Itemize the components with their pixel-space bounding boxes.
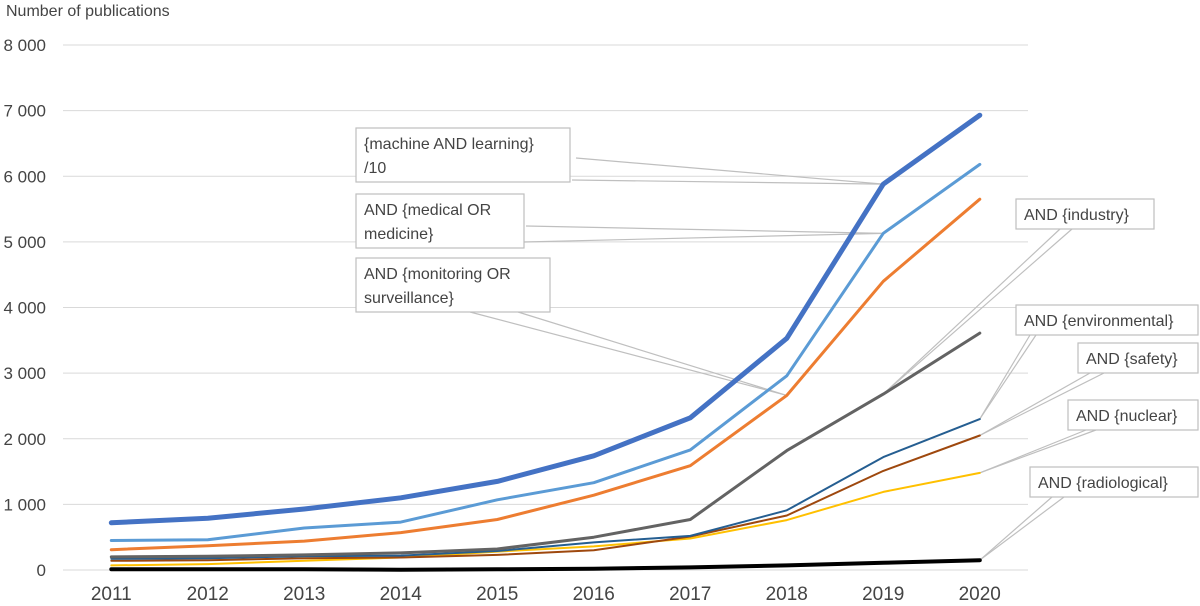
callout-leaders	[469, 157, 1105, 561]
x-tick-label: 2018	[766, 584, 808, 605]
series-line-2	[109, 197, 982, 552]
callout-text: {machine AND learning}	[364, 136, 535, 153]
callout-text: /10	[364, 160, 386, 177]
callout-leader	[979, 496, 1065, 561]
callout-leader	[979, 372, 1091, 436]
callout-leader	[979, 496, 1053, 561]
series-label-1: AND {medical OR medicine}	[355, 193, 525, 249]
y-tick-label: 5 000	[3, 233, 46, 252]
y-tick-label: 2 000	[3, 430, 46, 449]
callout-box	[1015, 304, 1199, 336]
series-label-6: AND {nuclear}	[1067, 399, 1199, 431]
x-tick-label: 2016	[573, 584, 615, 605]
x-tick-label: 2019	[862, 584, 904, 605]
callout-text: AND {radiological}	[1038, 475, 1169, 492]
callout-text: AND {medical OR	[364, 202, 491, 219]
callout-leader	[979, 372, 1105, 437]
series-label-2: AND {monitoring OR surveillance}	[355, 257, 551, 313]
y-tick-label: 8 000	[3, 36, 46, 55]
callout-text: medicine}	[364, 226, 434, 243]
callout-box	[1067, 399, 1199, 431]
callout-leader	[469, 311, 787, 397]
callout-leader	[523, 232, 884, 243]
x-tick-label: 2015	[476, 584, 518, 605]
callout-text: AND {industry}	[1024, 207, 1130, 224]
series-line-3	[109, 331, 982, 559]
y-tick-label: 6 000	[3, 167, 46, 186]
x-tick-label: 2020	[959, 584, 1001, 605]
callout-leader	[571, 179, 884, 185]
x-tick-label: 2012	[187, 584, 229, 605]
x-tick-label: 2011	[91, 584, 132, 605]
y-tick-label: 0	[37, 561, 46, 580]
callout-box	[1015, 198, 1155, 230]
series-label-7: AND {radiological}	[1029, 466, 1199, 498]
callout-box	[355, 257, 551, 313]
y-axis-ticks: 0 1 000 2 000 3 000 4 000 5 000 6 000 7 000 8 00…	[3, 36, 46, 580]
series-line-0	[108, 112, 983, 526]
series-label-4: AND {environmental}	[1015, 304, 1199, 336]
y-tick-label: 1 000	[3, 495, 46, 514]
callout-box	[355, 127, 571, 183]
callout-leader	[979, 429, 1097, 474]
series-line-7	[109, 558, 982, 572]
callout-box	[1029, 466, 1199, 498]
series-lines	[108, 112, 983, 572]
x-tick-label: 2013	[283, 584, 325, 605]
callout-leader	[517, 311, 787, 397]
callout-text: AND {nuclear}	[1076, 408, 1178, 425]
callout-leader	[525, 225, 884, 234]
series-line-1	[109, 162, 982, 542]
series-line-4	[110, 418, 981, 560]
callout-box	[355, 193, 525, 249]
x-axis-ticks: 2011 2012 2013 2014 2015 2016 2017 2018 2019 2020	[91, 584, 1001, 605]
callout-text: AND {monitoring OR	[364, 266, 511, 283]
callout-text: AND {environmental}	[1024, 313, 1174, 330]
series-label-5: AND {safety}	[1077, 342, 1199, 374]
callout-leader	[979, 334, 1037, 420]
series-label-3: AND {industry}	[1015, 198, 1155, 230]
series-line-6	[110, 471, 981, 567]
callout-text: surveillance}	[364, 290, 454, 307]
callout-box	[1077, 342, 1199, 374]
x-tick-label: 2014	[380, 584, 423, 605]
y-tick-label: 3 000	[3, 364, 46, 383]
callout-leader	[979, 334, 1031, 420]
y-tick-label: 7 000	[3, 102, 46, 121]
callout-leader	[882, 228, 1061, 395]
y-tick-label: 4 000	[3, 299, 46, 318]
series-callouts: {machine AND learning} /10 AND {medical OR…	[355, 127, 1199, 498]
callout-leader	[575, 157, 884, 185]
series-label-0: {machine AND learning} /10	[355, 127, 571, 183]
x-tick-label: 2017	[669, 584, 711, 605]
callout-leader	[882, 228, 1073, 395]
callout-text: AND {safety}	[1086, 351, 1178, 368]
y-axis-title: Number of publications	[6, 3, 170, 20]
series-line-5	[110, 434, 981, 562]
